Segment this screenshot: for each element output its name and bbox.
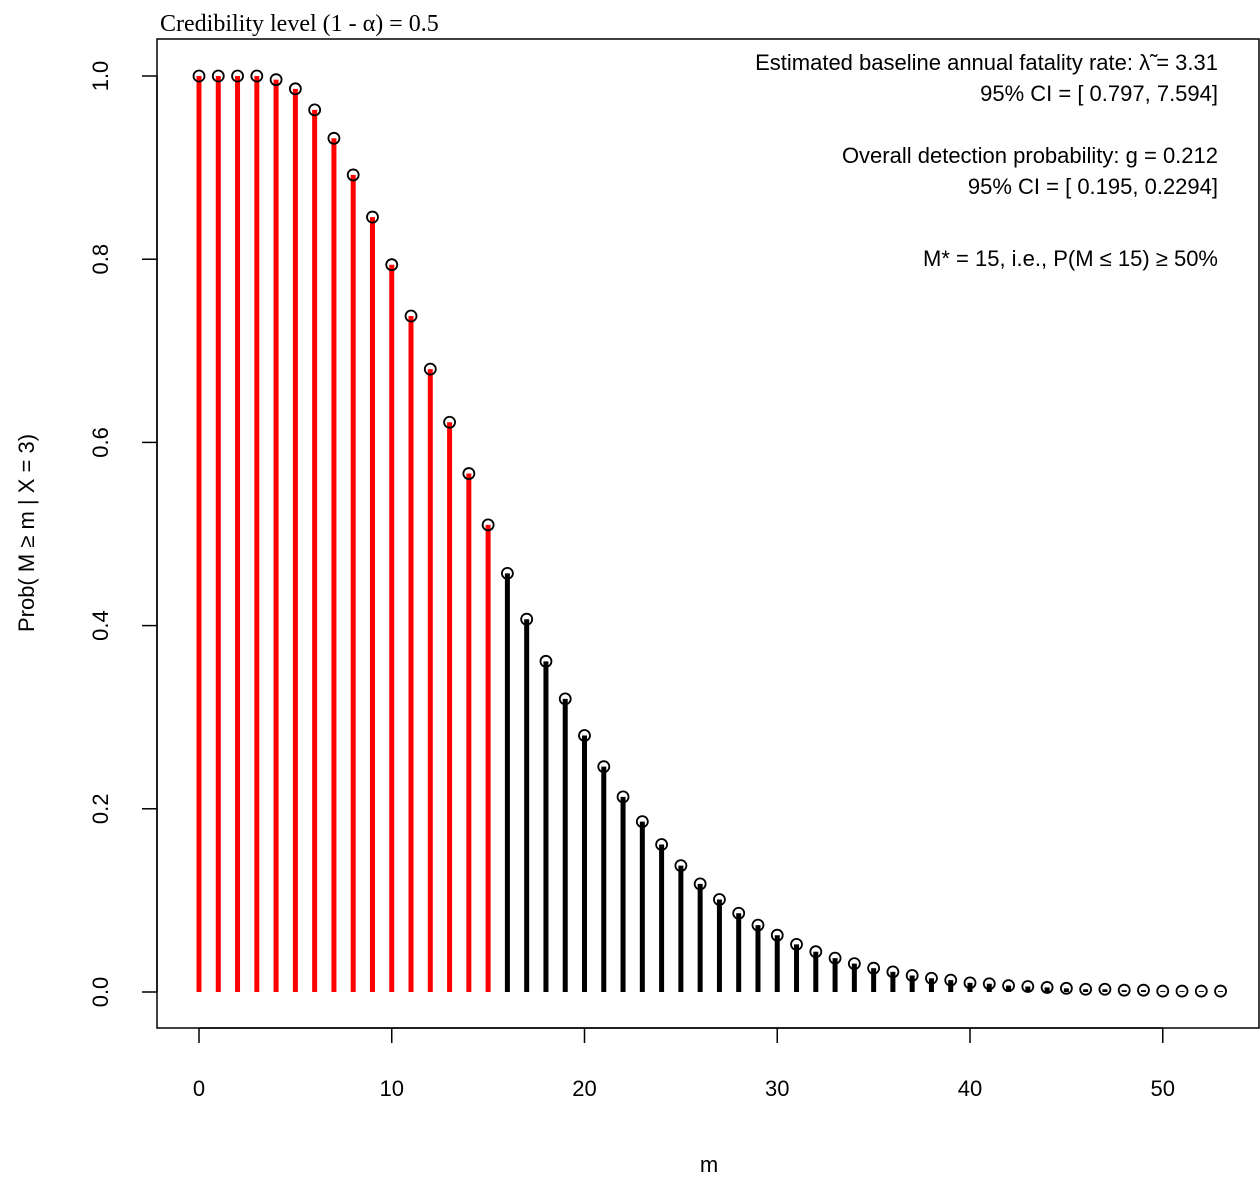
point-m-16 (500, 566, 514, 580)
point-m-22 (616, 790, 630, 804)
point-m-47 (1098, 982, 1112, 996)
point-m-27 (713, 893, 726, 906)
annotation-detection-ci: 95% CI = [ 0.195, 0.2294] (968, 174, 1218, 199)
point-m-49 (1137, 983, 1150, 997)
points-layer (192, 69, 1227, 998)
x-tick-label-40: 40 (958, 1076, 982, 1101)
point-m-3 (250, 69, 264, 83)
point-m-20 (578, 729, 591, 742)
annotation-block: Estimated baseline annual fatality rate:… (755, 50, 1218, 271)
annotation-fatality-ci: 95% CI = [ 0.797, 7.594] (980, 81, 1218, 106)
point-m-48 (1117, 983, 1131, 997)
point-m-34 (847, 957, 861, 971)
point-m-26 (693, 877, 707, 891)
y-tick-label-0.0: 0.0 (88, 977, 113, 1008)
point-m-33 (828, 951, 842, 965)
point-m-28 (732, 906, 746, 920)
y-tick-label-0.8: 0.8 (88, 244, 113, 275)
point-m-18 (539, 654, 553, 668)
y-axis: 0.0 0.2 0.4 0.6 0.8 1.0 (88, 61, 158, 1008)
point-m-29 (751, 918, 765, 932)
x-axis: 0 10 20 30 40 50 (193, 1027, 1175, 1101)
point-m-2 (231, 69, 244, 83)
x-tick-label-30: 30 (765, 1076, 789, 1101)
point-m-35 (867, 961, 881, 975)
point-m-14 (462, 467, 476, 480)
point-m-24 (655, 838, 668, 851)
point-m-4 (269, 73, 283, 87)
x-tick-label-0: 0 (193, 1076, 205, 1101)
point-m-8 (346, 168, 360, 182)
point-m-17 (520, 612, 534, 626)
point-m-23 (635, 815, 649, 829)
y-tick-label-0.2: 0.2 (88, 794, 113, 825)
point-m-10 (385, 258, 399, 272)
point-m-38 (925, 971, 938, 985)
point-m-40 (963, 976, 977, 990)
point-m-52 (1194, 984, 1208, 998)
x-tick-label-10: 10 (380, 1076, 404, 1101)
point-m-36 (886, 965, 900, 979)
point-m-50 (1156, 984, 1170, 998)
point-m-39 (944, 973, 958, 987)
annotation-m-star: M* = 15, i.e., P(M ≤ 15) ≥ 50% (923, 246, 1218, 271)
point-m-21 (597, 760, 611, 774)
x-axis-label: m (700, 1152, 718, 1177)
point-m-5 (288, 82, 302, 96)
x-tick-label-50: 50 (1151, 1076, 1175, 1101)
point-m-43 (1021, 980, 1035, 993)
point-m-46 (1079, 982, 1093, 996)
point-m-44 (1040, 981, 1054, 994)
chart-title: Credibility level (1 - α) = 0.5 (160, 11, 439, 37)
point-m-51 (1175, 984, 1189, 998)
stems-layer (196, 76, 1224, 992)
y-axis-label: Prob( M ≥ m | X = 3) (14, 434, 39, 632)
point-m-45 (1059, 981, 1073, 995)
point-m-9 (366, 210, 379, 224)
point-m-31 (790, 937, 803, 951)
y-tick-label-0.6: 0.6 (88, 427, 113, 458)
annotation-fatality-rate: Estimated baseline annual fatality rate:… (755, 50, 1218, 75)
x-tick-label-20: 20 (572, 1076, 596, 1101)
point-m-1 (211, 69, 225, 83)
y-tick-label-0.4: 0.4 (88, 610, 113, 641)
point-m-13 (443, 415, 456, 429)
point-m-15 (481, 518, 495, 532)
point-m-7 (327, 131, 341, 145)
point-m-0 (192, 69, 206, 83)
point-m-11 (404, 309, 418, 323)
y-tick-label-1.0: 1.0 (88, 61, 113, 92)
point-m-37 (905, 969, 919, 982)
annotation-detection-prob: Overall detection probability: g = 0.212 (842, 143, 1218, 168)
point-m-30 (770, 928, 784, 942)
point-m-12 (423, 362, 437, 376)
point-m-32 (809, 945, 823, 959)
point-m-53 (1214, 984, 1227, 998)
point-m-41 (982, 977, 996, 991)
point-m-6 (308, 103, 322, 117)
point-m-25 (674, 859, 688, 872)
point-m-19 (558, 692, 572, 706)
point-m-42 (1002, 979, 1015, 992)
